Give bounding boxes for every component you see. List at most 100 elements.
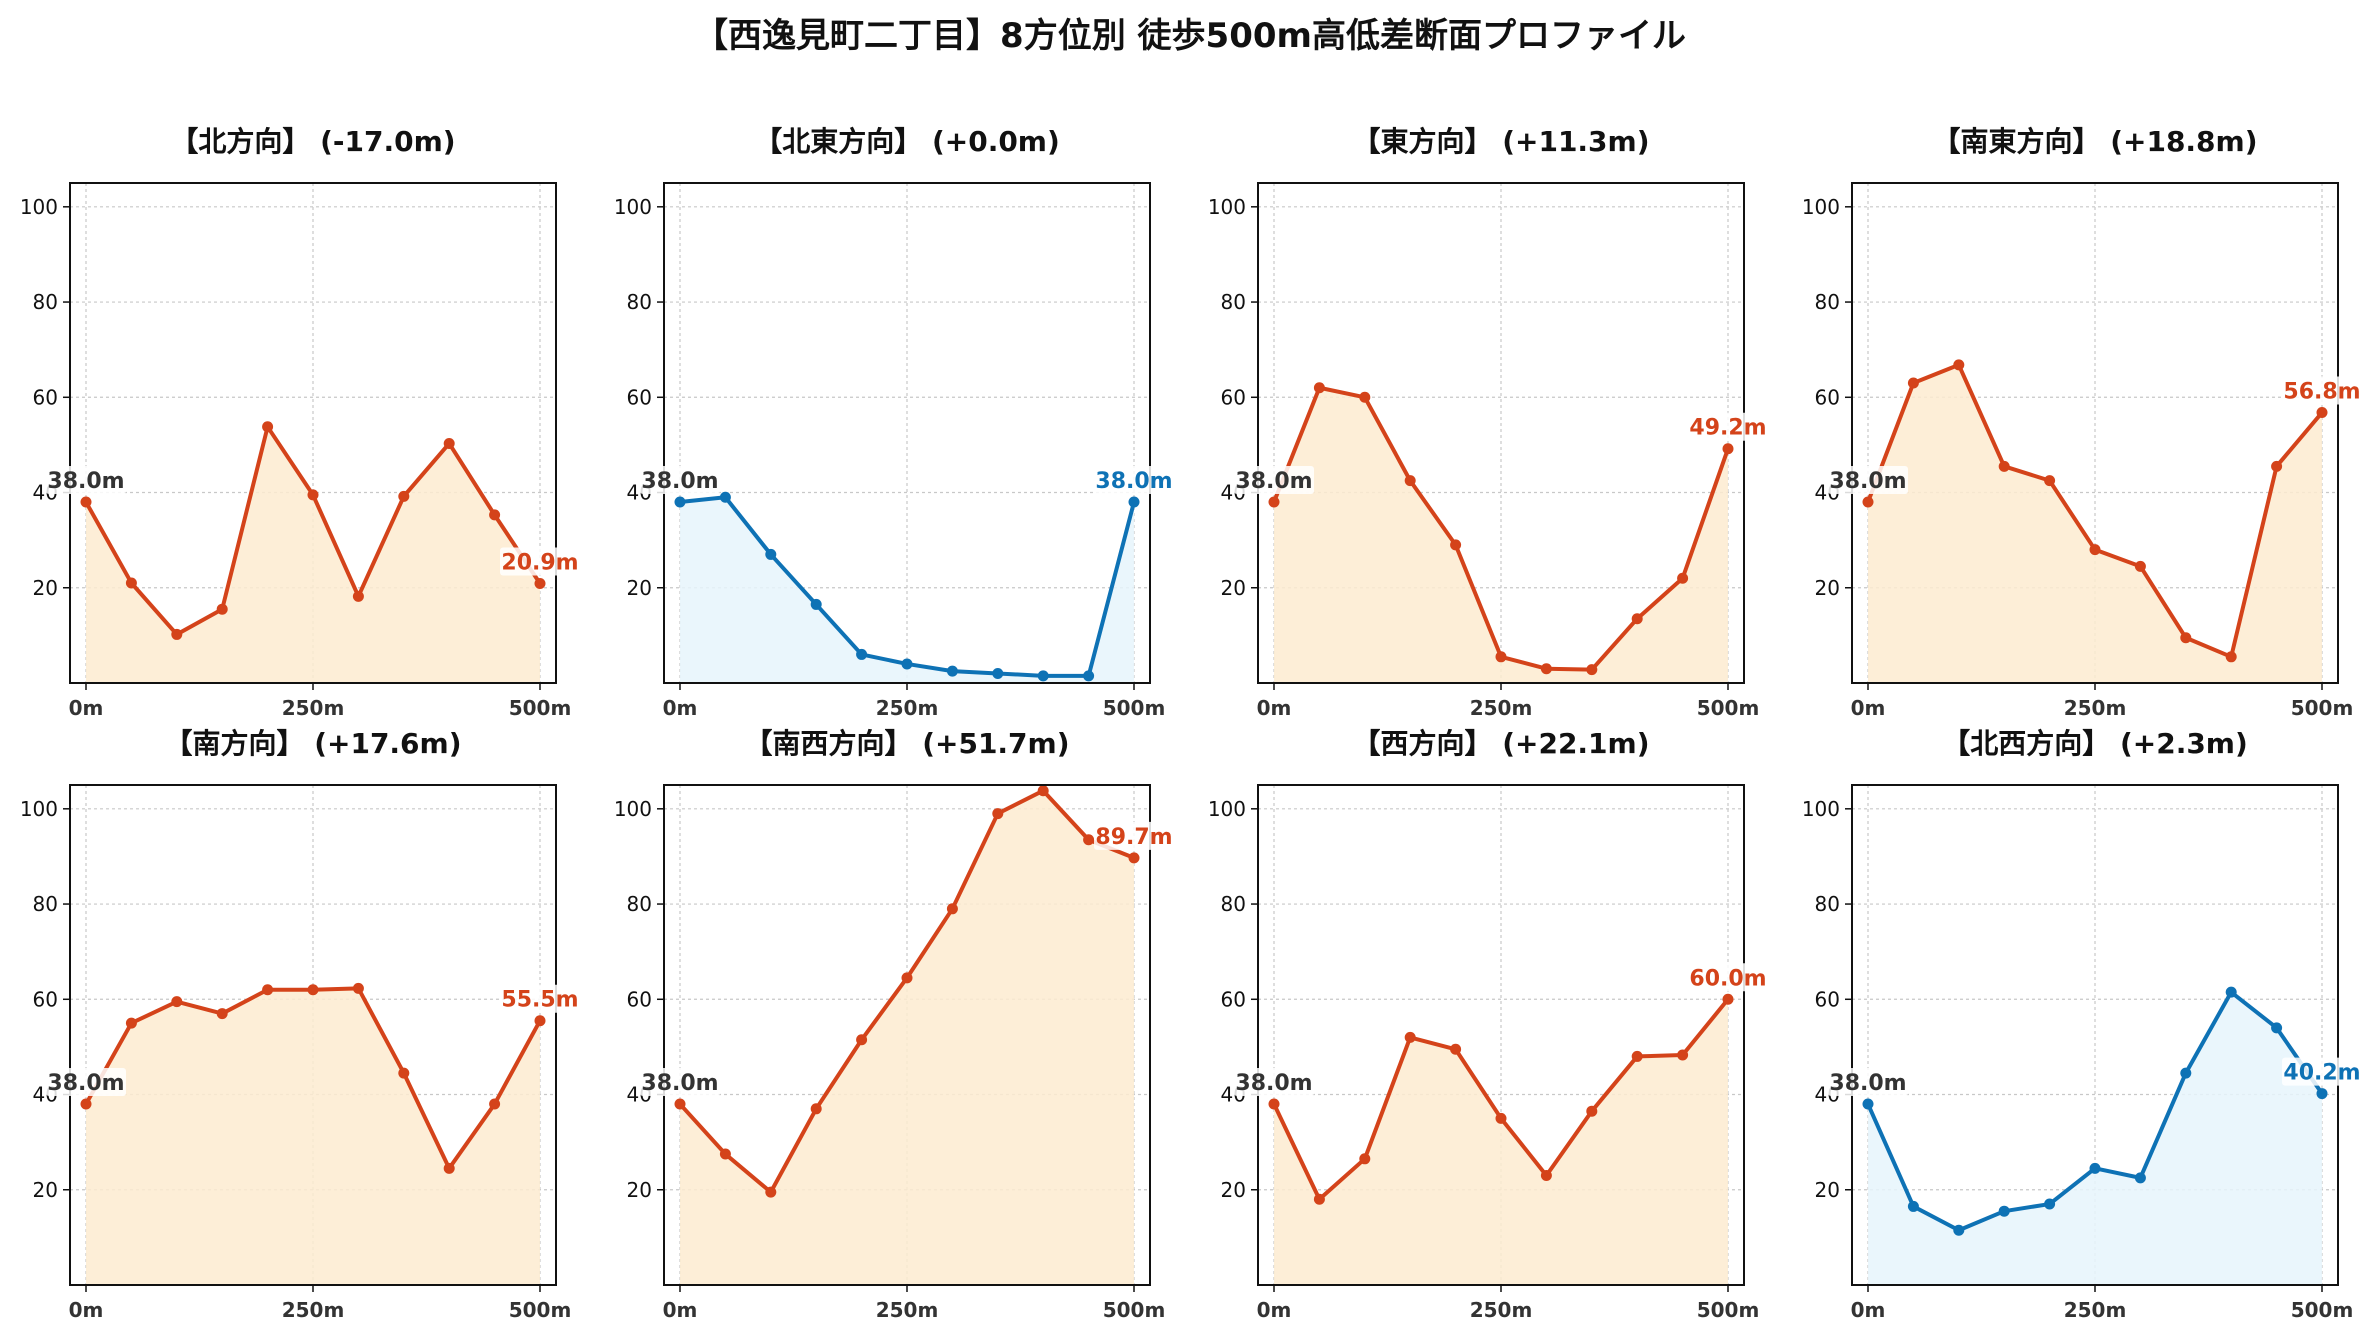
data-point <box>1404 475 1416 487</box>
y-tick-label: 20 <box>1815 1178 1840 1202</box>
data-point <box>1268 1098 1280 1110</box>
data-point <box>2044 1198 2056 1210</box>
data-point <box>810 598 822 610</box>
x-tick-label: 500m <box>1103 1298 1166 1322</box>
data-point <box>1953 359 1965 371</box>
y-tick-label: 20 <box>627 1178 652 1202</box>
y-tick-label: 20 <box>33 1178 58 1202</box>
x-tick-label: 500m <box>509 1298 572 1322</box>
data-point <box>2316 407 2328 419</box>
data-point <box>1631 1050 1643 1062</box>
data-point <box>674 1098 686 1110</box>
data-point <box>1722 443 1734 455</box>
data-point <box>489 509 501 521</box>
start-elevation-label: 38.0m <box>641 1071 718 1096</box>
figure-title: 【西逸見町二丁目】8方位別 徒歩500m高低差断面プロファイル <box>694 16 1686 56</box>
subplot-title: 【南東方向】 (+18.8m) <box>1932 125 2257 158</box>
data-point <box>171 628 183 640</box>
x-tick-label: 0m <box>663 1298 698 1322</box>
start-elevation-label: 38.0m <box>1829 469 1906 494</box>
y-tick-label: 100 <box>1208 195 1246 219</box>
data-point <box>1677 572 1689 584</box>
data-point <box>262 984 274 996</box>
data-point <box>1722 993 1734 1005</box>
data-point <box>1495 1112 1507 1124</box>
data-point <box>719 491 731 503</box>
y-tick-label: 20 <box>1221 1178 1246 1202</box>
x-tick-label: 250m <box>1470 696 1533 720</box>
end-label-bg <box>500 984 580 1013</box>
subplot-title: 【北方向】 (-17.0m) <box>170 125 455 158</box>
data-point <box>719 1148 731 1160</box>
data-point <box>856 1034 868 1046</box>
y-tick-label: 60 <box>33 385 58 409</box>
data-point <box>1083 834 1095 846</box>
end-elevation-label: 56.8m <box>2283 380 2360 405</box>
data-point <box>1586 1105 1598 1117</box>
data-point <box>2134 560 2146 572</box>
data-point <box>1495 651 1507 663</box>
subplot-title: 【北西方向】 (+2.3m) <box>1942 727 2248 760</box>
data-point <box>1450 1043 1462 1055</box>
end-elevation-label: 20.9m <box>501 550 578 575</box>
data-point <box>2180 632 2192 644</box>
data-point <box>1359 1153 1371 1165</box>
elevation-area <box>1868 364 2322 683</box>
data-point <box>171 996 183 1008</box>
data-point <box>2089 1162 2101 1174</box>
data-point <box>1313 382 1325 394</box>
data-point <box>1586 664 1598 676</box>
start-elevation-label: 38.0m <box>1235 1071 1312 1096</box>
data-point <box>1862 496 1874 508</box>
start-label-bg <box>640 1068 720 1097</box>
data-point <box>901 658 913 670</box>
x-tick-label: 0m <box>1257 1298 1292 1322</box>
y-tick-label: 80 <box>33 892 58 916</box>
y-tick-label: 60 <box>33 987 58 1011</box>
x-tick-label: 500m <box>2291 1298 2354 1322</box>
x-tick-label: 250m <box>282 696 345 720</box>
start-elevation-label: 38.0m <box>641 469 718 494</box>
data-point <box>2225 986 2237 998</box>
data-point <box>534 1015 546 1027</box>
end-label-bg <box>1094 821 1174 850</box>
end-elevation-label: 89.7m <box>1095 825 1172 850</box>
data-point <box>489 1098 501 1110</box>
elevation-area <box>86 426 540 683</box>
data-point <box>1128 852 1140 864</box>
data-point <box>216 1008 228 1020</box>
x-tick-label: 0m <box>1851 1298 1886 1322</box>
data-point <box>2271 460 2283 472</box>
start-elevation-label: 38.0m <box>1235 469 1312 494</box>
y-tick-label: 80 <box>627 892 652 916</box>
end-elevation-label: 60.0m <box>1689 966 1766 991</box>
end-label-bg <box>1688 963 1768 992</box>
x-tick-label: 500m <box>509 696 572 720</box>
data-point <box>1907 377 1919 389</box>
x-tick-label: 0m <box>69 696 104 720</box>
y-tick-label: 20 <box>1815 576 1840 600</box>
data-point <box>1677 1049 1689 1061</box>
data-point <box>262 421 274 433</box>
x-tick-label: 250m <box>876 1298 939 1322</box>
end-label-bg <box>1094 466 1174 495</box>
subplot-title: 【東方向】 (+11.3m) <box>1352 125 1649 158</box>
start-elevation-label: 38.0m <box>47 1071 124 1096</box>
data-point <box>2044 475 2056 487</box>
data-point <box>856 648 868 660</box>
x-tick-label: 500m <box>2291 696 2354 720</box>
data-point <box>2316 1088 2328 1100</box>
end-elevation-label: 49.2m <box>1689 416 1766 441</box>
data-point <box>1540 1169 1552 1181</box>
start-elevation-label: 38.0m <box>47 469 124 494</box>
x-tick-label: 500m <box>1103 696 1166 720</box>
data-point <box>1907 1200 1919 1212</box>
y-tick-label: 20 <box>33 576 58 600</box>
data-point <box>352 590 364 602</box>
data-point <box>398 490 410 502</box>
start-label-bg <box>46 466 126 495</box>
